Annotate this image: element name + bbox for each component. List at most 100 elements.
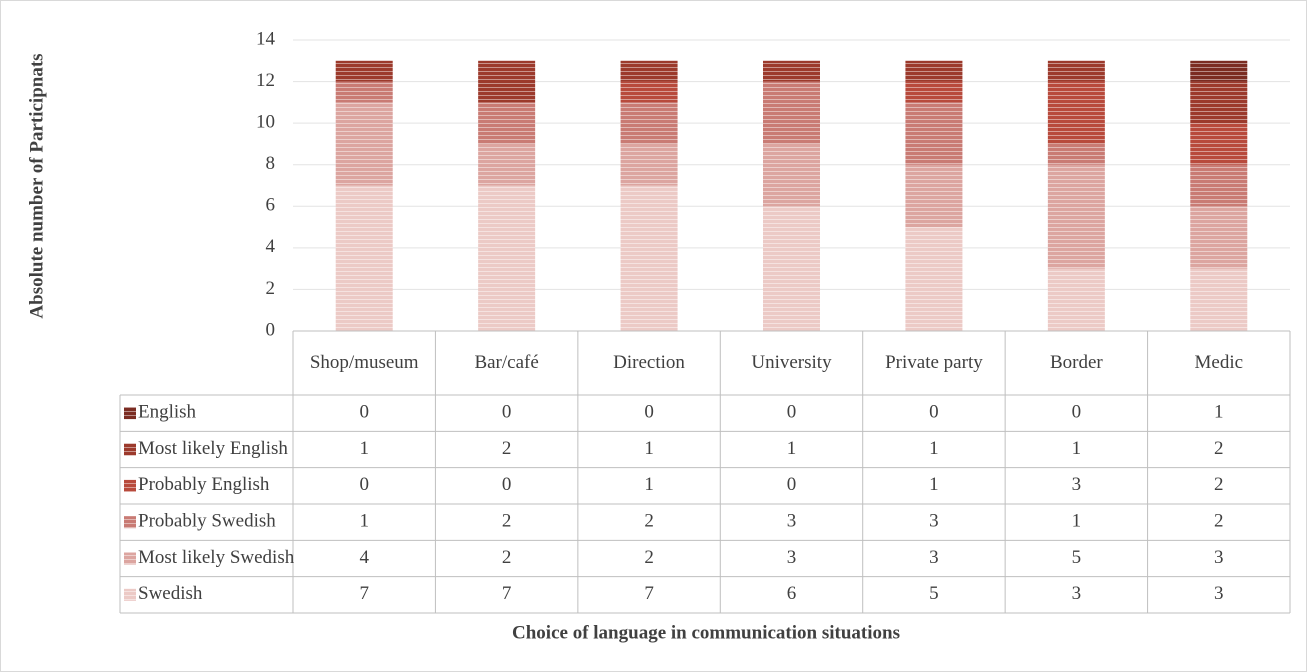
bar-segment: [478, 60, 536, 103]
table-value: 2: [1214, 474, 1224, 495]
bar-segment: [620, 102, 678, 144]
legend-swatch: [124, 588, 136, 601]
table-value: 0: [787, 402, 797, 423]
bar-segment: [335, 60, 393, 82]
table-value: 1: [1072, 511, 1082, 532]
table-value: 3: [929, 547, 939, 568]
table-value: 2: [502, 511, 512, 532]
y-tick-label: 6: [266, 195, 276, 216]
bar-segment: [1047, 60, 1105, 82]
category-cell: Direction: [613, 352, 685, 373]
bar-segment: [478, 102, 536, 144]
legend-swatch: [124, 407, 136, 420]
bar-segment: [335, 185, 393, 331]
bar-segment: [1190, 268, 1248, 331]
bar-segment: [905, 102, 963, 165]
table-value: 1: [1072, 438, 1082, 459]
bar-segment: [478, 185, 536, 331]
table-value: 6: [787, 583, 797, 604]
category-label: Medic: [1194, 352, 1244, 373]
bar-segment: [620, 60, 678, 82]
category-cell: Private party: [885, 352, 983, 373]
category-label: Direction: [613, 352, 685, 373]
category-label: Bar/café: [474, 352, 539, 373]
bar-segment: [905, 81, 963, 103]
category-cell: Bar/café: [474, 352, 539, 373]
table-value: 0: [359, 402, 369, 423]
table-value: 2: [644, 511, 654, 532]
category-label: University: [751, 352, 832, 373]
table-value: 3: [1072, 474, 1082, 495]
legend-label: English: [138, 402, 197, 423]
bar-segment: [1047, 164, 1105, 269]
bar-segment: [1190, 164, 1248, 207]
table-value: 0: [787, 474, 797, 495]
table-value: 2: [644, 547, 654, 568]
category-label: Border: [1049, 352, 1103, 373]
bar-segment: [1190, 123, 1248, 165]
x-axis-title: Choice of language in communication situ…: [512, 622, 900, 643]
bar-segment: [763, 81, 820, 144]
category-label: Shop/museum: [309, 352, 419, 373]
table-value: 0: [929, 402, 939, 423]
bar-segment: [335, 102, 393, 186]
bar-segment: [1190, 60, 1248, 82]
table-value: 3: [1072, 583, 1082, 604]
table-value: 2: [1214, 511, 1224, 532]
bar-segment: [1190, 81, 1248, 124]
table-value: 1: [1214, 402, 1224, 423]
table-value: 3: [787, 547, 797, 568]
table-value: 1: [644, 438, 654, 459]
bar-segment: [1047, 268, 1105, 331]
table-value: 7: [644, 583, 654, 604]
legend-label: Probably Swedish: [138, 511, 276, 532]
table-value: 3: [929, 511, 939, 532]
table-value: 1: [644, 474, 654, 495]
table-value: 0: [502, 402, 512, 423]
table-value: 3: [1214, 583, 1224, 604]
table-value: 1: [929, 474, 939, 495]
bar-segment: [905, 60, 963, 82]
table-value: 2: [502, 438, 512, 459]
table-value: 0: [502, 474, 512, 495]
y-tick-label: 2: [266, 278, 276, 299]
bar-segment: [1190, 206, 1248, 269]
table-value: 1: [359, 438, 369, 459]
bar-segment: [620, 185, 678, 331]
table-value: 1: [929, 438, 939, 459]
table-value: 5: [929, 583, 939, 604]
legend-label: Swedish: [138, 583, 203, 604]
legend-swatch: [124, 552, 136, 565]
legend-label: Most likely Swedish: [138, 547, 295, 568]
table-value: 4: [359, 547, 369, 568]
legend-label: Probably English: [138, 474, 270, 495]
table-value: 1: [787, 438, 797, 459]
table-value: 5: [1072, 547, 1082, 568]
table-value: 2: [1214, 438, 1224, 459]
y-tick-label: 0: [266, 319, 276, 340]
category-cell: Border: [1049, 352, 1103, 373]
table-value: 0: [1072, 402, 1082, 423]
bar-segment: [620, 143, 678, 186]
y-tick-label: 10: [256, 112, 275, 133]
legend-label: Most likely English: [138, 438, 288, 459]
bar-segment: [335, 81, 393, 103]
category-label: Private party: [885, 352, 983, 373]
category-cell: University: [751, 352, 832, 373]
table-value: 2: [502, 547, 512, 568]
bar-segment: [905, 227, 963, 331]
legend-swatch: [124, 443, 136, 456]
bar-segment: [620, 81, 678, 103]
bar-segment: [905, 164, 963, 228]
table-value: 7: [359, 583, 369, 604]
category-cell: Medic: [1194, 352, 1244, 373]
bar-segment: [763, 60, 820, 82]
table-value: 0: [359, 474, 369, 495]
y-tick-label: 4: [266, 236, 276, 257]
table-value: 3: [787, 511, 797, 532]
y-tick-label: 12: [256, 70, 275, 91]
bar-segment: [763, 206, 820, 331]
table-value: 3: [1214, 547, 1224, 568]
